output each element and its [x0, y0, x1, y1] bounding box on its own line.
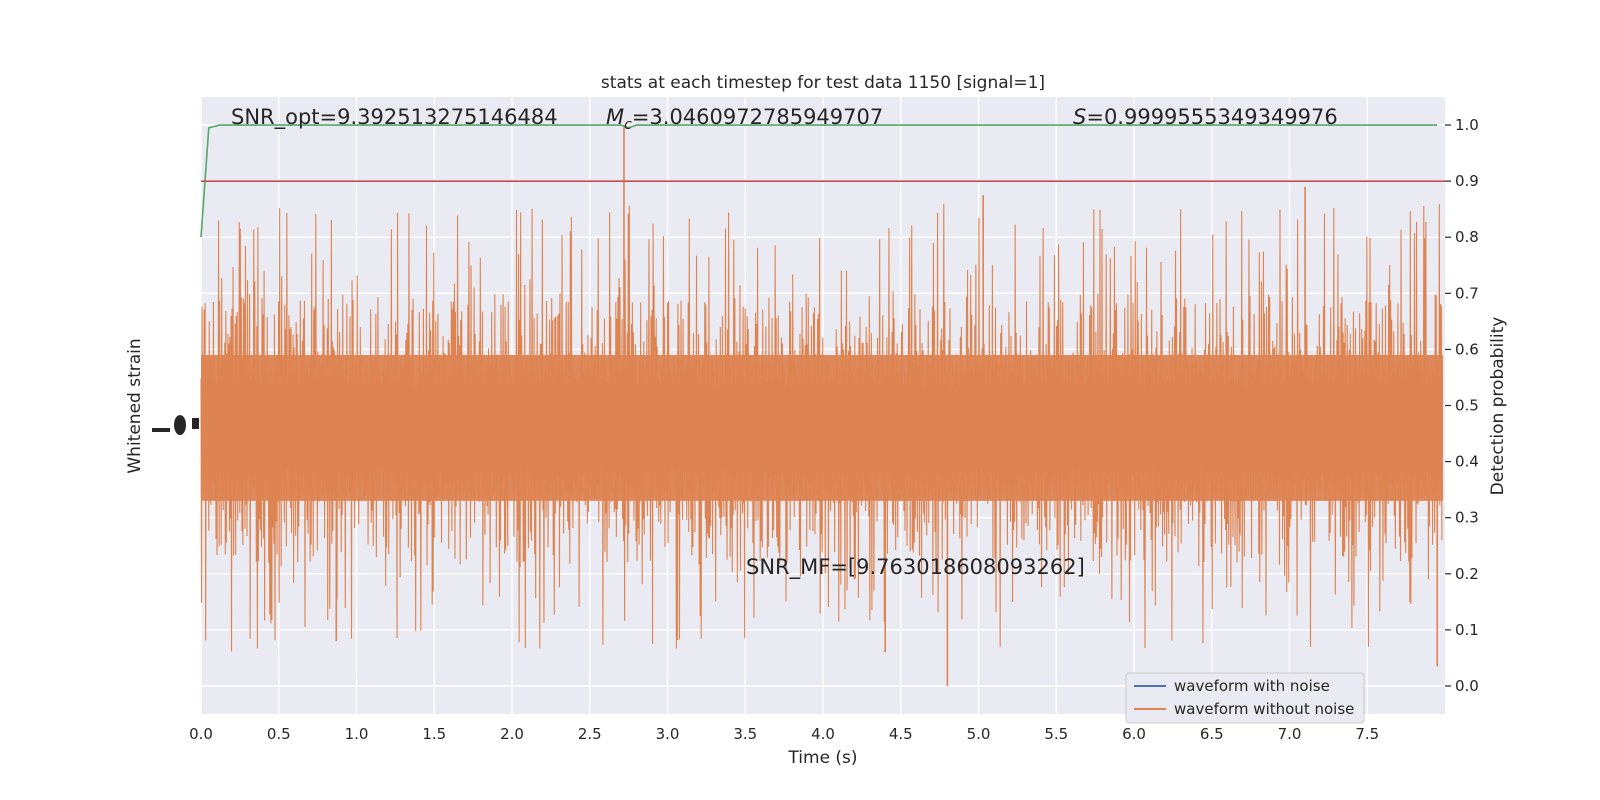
- y-tick-label: 0.6: [1455, 340, 1479, 358]
- legend-box: [1125, 672, 1365, 724]
- x-tick-label: 2.0: [500, 725, 524, 743]
- y-axis-right-ticks: 0.0 0.1 0.2 0.3 0.4 0.5 0.6 0.7 0.8 0.9 1.0: [1445, 116, 1479, 695]
- left-tick-blob: [192, 418, 199, 429]
- waveform-without-noise-core: [201, 355, 1443, 501]
- annotation-s-symbol: S: [1073, 105, 1086, 129]
- y-tick-label: 0.0: [1455, 677, 1479, 695]
- legend-label-without-noise: waveform without noise: [1174, 700, 1354, 718]
- annotation-chirp-mass-sub: c: [624, 117, 632, 133]
- y-axis-right-label: Detection probability: [1488, 317, 1508, 496]
- series-line-detection-probability: [200, 124, 1438, 238]
- y-tick-label: 0.8: [1455, 228, 1479, 246]
- y-tick-label: 0.1: [1455, 621, 1479, 639]
- annotation-s: S=0.9999555349349976: [1073, 105, 1338, 129]
- x-tick-label: 4.5: [889, 725, 913, 743]
- x-tick-label: 5.5: [1044, 725, 1068, 743]
- y-tick-label: 0.3: [1455, 509, 1479, 527]
- x-axis-ticks: 0.0 0.5 1.0 1.5 2.0 2.5 3.0 3.5 4.0 4.5 5.0 5.5 6.0 6…: [189, 725, 1379, 743]
- legend-label-with-noise: waveform with noise: [1174, 677, 1330, 695]
- annotation-chirp-mass-value: =3.0460972785949707: [632, 105, 883, 129]
- y-axis-left-label: Whitened strain: [125, 338, 145, 473]
- x-tick-label: 0.0: [189, 725, 213, 743]
- x-axis-label: Time (s): [787, 748, 857, 768]
- y-tick-label: 0.7: [1455, 284, 1479, 302]
- annotation-chirp-mass-symbol: M: [606, 105, 624, 129]
- y-tick-label: 1.0: [1455, 116, 1479, 134]
- x-tick-label: 2.5: [578, 725, 602, 743]
- x-tick-label: 1.5: [422, 725, 446, 743]
- left-tick-blob: [174, 415, 186, 435]
- chart-title: stats at each timestep for test data 115…: [601, 73, 1045, 93]
- x-tick-label: 5.0: [967, 725, 991, 743]
- x-tick-label: 7.5: [1355, 725, 1379, 743]
- x-tick-label: 1.0: [345, 725, 369, 743]
- x-tick-label: 6.0: [1122, 725, 1146, 743]
- x-tick-label: 6.5: [1200, 725, 1224, 743]
- annotation-s-value: =0.9999555349349976: [1086, 105, 1337, 129]
- x-tick-label: 3.5: [733, 725, 757, 743]
- y-axis-left-ticks: [152, 415, 199, 435]
- y-tick-label: 0.9: [1455, 172, 1479, 190]
- legend: waveform with noise waveform without noi…: [1125, 672, 1365, 724]
- x-tick-label: 3.0: [656, 725, 680, 743]
- annotation-chirp-mass: Mc=3.0460972785949707: [606, 105, 883, 133]
- y-tick-label: 0.5: [1455, 397, 1479, 415]
- series-lines: [200, 124, 1445, 238]
- y-tick-label: 0.4: [1455, 453, 1479, 471]
- x-tick-label: 7.0: [1278, 725, 1302, 743]
- annotation-snr-opt: SNR_opt=9.392513275146484: [231, 105, 558, 130]
- x-tick-label: 4.0: [811, 725, 835, 743]
- y-tick-label: 0.2: [1455, 565, 1479, 583]
- series-waveform-without-noise: [200, 125, 1443, 686]
- annotation-snr-mf: SNR_MF=[9.763018608093262]: [746, 555, 1085, 580]
- x-tick-label: 0.5: [267, 725, 291, 743]
- left-tick-blob: [152, 428, 170, 432]
- annotations: SNR_opt=9.392513275146484 Mc=3.046097278…: [231, 105, 1338, 580]
